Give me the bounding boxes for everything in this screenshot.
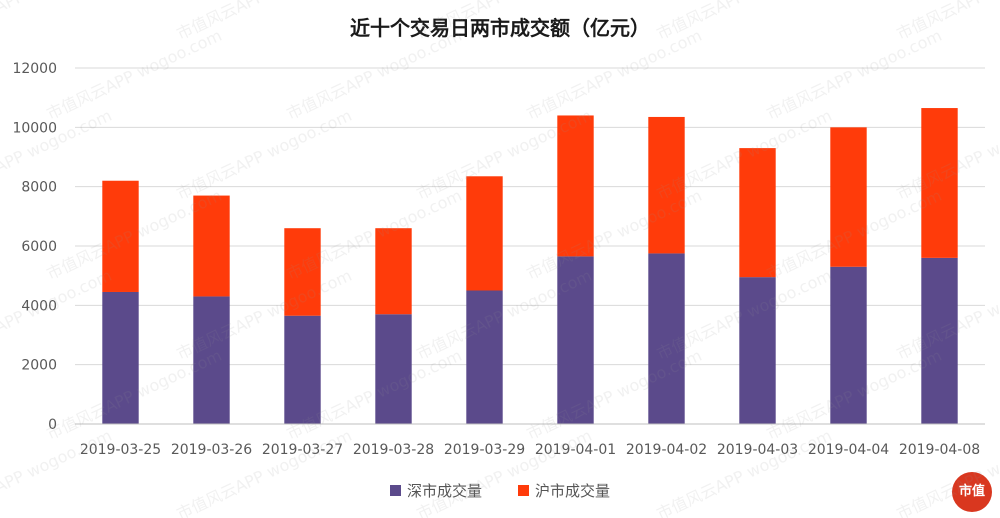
bar-shanghai bbox=[375, 228, 412, 315]
y-tick-label: 2000 bbox=[21, 358, 57, 374]
chart-title: 近十个交易日两市成交额（亿元） bbox=[350, 16, 650, 40]
bar-shenzhen bbox=[193, 296, 230, 424]
bar-shanghai bbox=[466, 176, 503, 291]
x-tick-label: 2019-03-25 bbox=[80, 442, 161, 458]
bar-shanghai bbox=[739, 148, 776, 278]
y-tick-label: 0 bbox=[48, 417, 57, 433]
y-tick-label: 8000 bbox=[21, 180, 57, 196]
legend-label-shanghai: 沪市成交量 bbox=[535, 482, 611, 500]
x-tick-label: 2019-04-02 bbox=[626, 442, 707, 458]
legend-item-shanghai: 沪市成交量 bbox=[518, 480, 610, 501]
bar-shenzhen bbox=[830, 266, 867, 424]
bar-shenzhen bbox=[557, 256, 594, 424]
bar-shanghai bbox=[921, 108, 958, 258]
bar-shenzhen bbox=[375, 314, 412, 424]
y-tick-label: 4000 bbox=[21, 298, 57, 314]
legend-swatch-shenzhen bbox=[389, 485, 401, 496]
bar-shenzhen bbox=[102, 291, 139, 424]
legend-item-shenzhen: 深市成交量 bbox=[389, 480, 482, 501]
y-tick-label: 6000 bbox=[21, 239, 57, 255]
bar-shanghai bbox=[557, 115, 594, 257]
legend-label-shenzhen: 深市成交量 bbox=[406, 482, 482, 500]
legend: 深市成交量 沪市成交量 bbox=[0, 480, 1000, 501]
x-tick-label: 2019-04-03 bbox=[717, 442, 798, 458]
legend-swatch-shanghai bbox=[518, 485, 529, 496]
x-tick-label: 2019-04-08 bbox=[899, 442, 980, 458]
bar-shenzhen bbox=[739, 277, 776, 424]
y-tick-label: 10000 bbox=[12, 120, 57, 136]
x-tick-label: 2019-04-04 bbox=[808, 442, 889, 458]
bar-shanghai bbox=[648, 116, 685, 254]
bar-shenzhen bbox=[284, 315, 321, 424]
brand-logo: 市值 bbox=[952, 472, 992, 512]
x-tick-label: 2019-03-28 bbox=[353, 442, 434, 458]
bar-shenzhen bbox=[648, 253, 685, 424]
x-tick-label: 2019-03-27 bbox=[262, 442, 343, 458]
bar-shanghai bbox=[193, 195, 230, 297]
x-tick-label: 2019-03-29 bbox=[444, 442, 525, 458]
x-tick-label: 2019-03-26 bbox=[171, 442, 252, 458]
bar-shanghai bbox=[102, 180, 139, 292]
bar-shanghai bbox=[830, 127, 867, 267]
x-tick-label: 2019-04-01 bbox=[535, 442, 616, 458]
bar-shenzhen bbox=[466, 290, 503, 424]
y-tick-label: 12000 bbox=[12, 61, 57, 77]
bar-shenzhen bbox=[921, 257, 958, 424]
bar-shanghai bbox=[284, 228, 321, 316]
